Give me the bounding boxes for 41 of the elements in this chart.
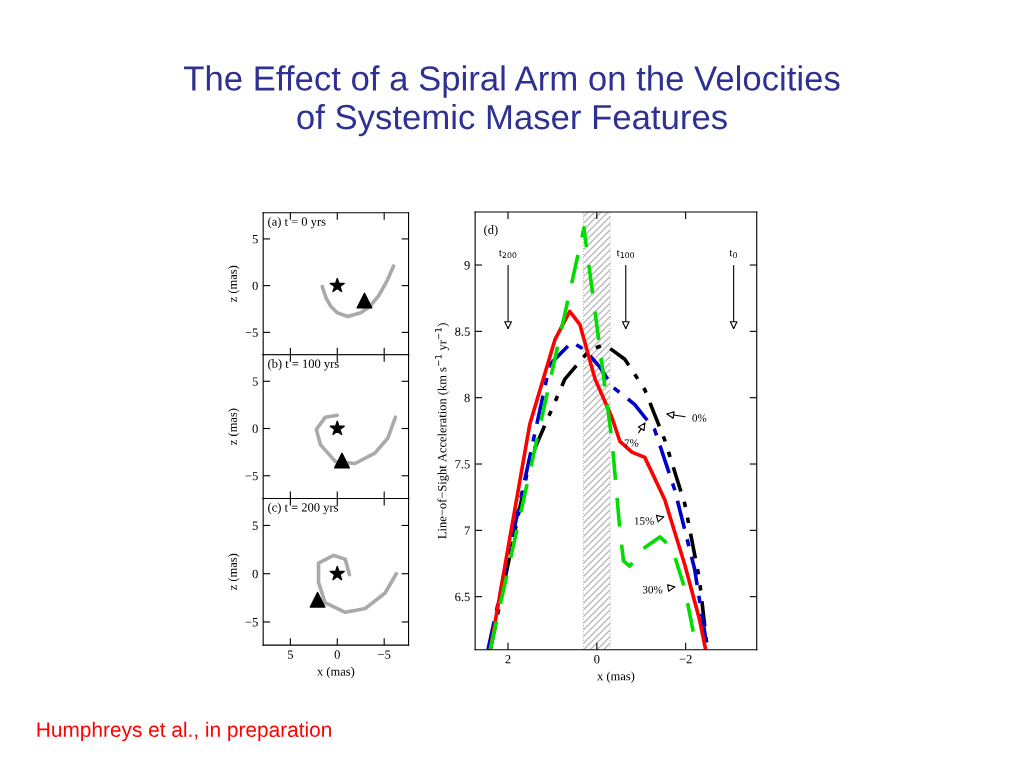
y-tick-label: 7 <box>464 526 470 535</box>
annotation: (d) <box>484 225 498 237</box>
y-axis-title: z (mas) <box>228 408 240 445</box>
annotation: (a) t = 0 yrs <box>268 217 326 229</box>
x-axis-title: x (mas) <box>317 666 355 679</box>
x-tick-label: 0 <box>594 654 600 664</box>
y-axis-title: Line−of−Sight Acceleration (km s$^{−1}$ yr$^{−1}$) <box>435 323 449 539</box>
y-tick-label: 7.5 <box>455 460 470 469</box>
text: Humphreys et al., in preparation <box>37 721 331 742</box>
annotation: (c) t = 200 yrs <box>268 502 338 515</box>
x-tick-label: 5 <box>287 650 294 659</box>
line-series <box>320 264 396 319</box>
y-tick-label: 5 <box>252 235 258 244</box>
y-tick-label: −5 <box>245 471 258 481</box>
annotation: (b) t = 100 yrs <box>268 359 339 371</box>
annotation: 30% <box>642 585 663 594</box>
x-axis-title: x (mas) <box>597 671 635 683</box>
text: The Effect of a Spiral Arm on the Velocities of Systemic Maser Features <box>184 65 840 137</box>
y-tick-label: 0 <box>252 424 258 433</box>
x-tick-label: −5 <box>378 650 391 659</box>
y-tick-label: −5 <box>245 328 258 337</box>
x-tick-label: −2 <box>679 654 692 664</box>
y-tick-label: −5 <box>245 618 258 627</box>
annotation: t$_{200}$ <box>498 249 517 259</box>
annotation: 0% <box>692 414 707 422</box>
y-tick-label: 5 <box>252 377 258 386</box>
y-tick-label: 8 <box>464 393 470 403</box>
annotation: 15% <box>634 517 654 525</box>
y-axis-title: z (mas) <box>228 265 240 303</box>
annotation: t$_{0}$ <box>729 249 737 259</box>
y-tick-label: 5 <box>252 521 258 530</box>
y-tick-label: 8.5 <box>455 327 470 336</box>
annotation: 7% <box>624 439 639 447</box>
y-axis-title: z (mas) <box>228 553 240 591</box>
x-tick-label: 0 <box>334 650 340 659</box>
y-tick-label: 0 <box>252 281 258 291</box>
y-tick-label: 0 <box>252 569 258 579</box>
y-tick-label: 9 <box>464 261 470 270</box>
annotation: t$_{100}$ <box>616 249 635 259</box>
y-tick-label: 6.5 <box>455 592 470 602</box>
x-tick-label: 2 <box>505 654 511 664</box>
